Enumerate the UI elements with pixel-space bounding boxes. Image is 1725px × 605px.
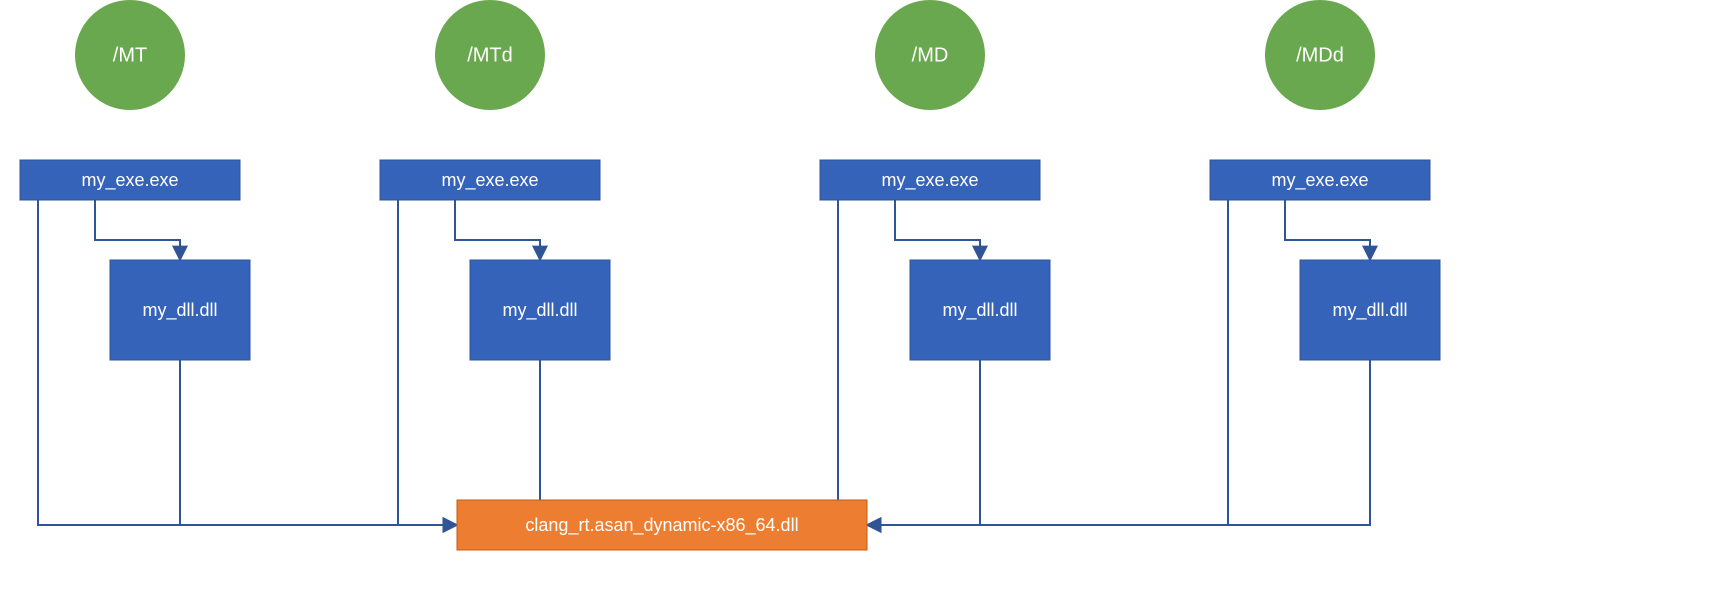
dll-label: my_dll.dll — [942, 300, 1017, 321]
dll-label: my_dll.dll — [1332, 300, 1407, 321]
exe-label: my_exe.exe — [1271, 170, 1368, 191]
edge-exe-to-target — [38, 200, 457, 525]
runtime-flag-label: /MTd — [467, 44, 513, 66]
edge-exe-to-dll — [1285, 200, 1370, 260]
exe-label: my_exe.exe — [441, 170, 538, 191]
edge-exe-to-target — [398, 200, 457, 525]
runtime-flag-label: /MDd — [1296, 44, 1344, 66]
edge-exe-to-target — [838, 200, 867, 525]
edge-exe-to-dll — [895, 200, 980, 260]
edge-exe-to-dll — [455, 200, 540, 260]
dll-label: my_dll.dll — [502, 300, 577, 321]
edge-dll-to-target — [867, 360, 1370, 525]
exe-label: my_exe.exe — [881, 170, 978, 191]
runtime-flag-label: /MT — [113, 44, 147, 66]
asan-linking-diagram: /MT/MTd/MD/MDd my_exe.exe my_exe.exe my_exe… — [0, 0, 1725, 605]
exe-label: my_exe.exe — [81, 170, 178, 191]
edge-dll-to-target — [867, 360, 980, 525]
dll-label: my_dll.dll — [142, 300, 217, 321]
edge-exe-to-target — [867, 200, 1228, 525]
edge-dll-to-target — [180, 360, 457, 525]
edge-exe-to-dll — [95, 200, 180, 260]
runtime-flag-label: /MD — [912, 44, 949, 66]
asan-runtime-label: clang_rt.asan_dynamic-x86_64.dll — [525, 515, 798, 536]
